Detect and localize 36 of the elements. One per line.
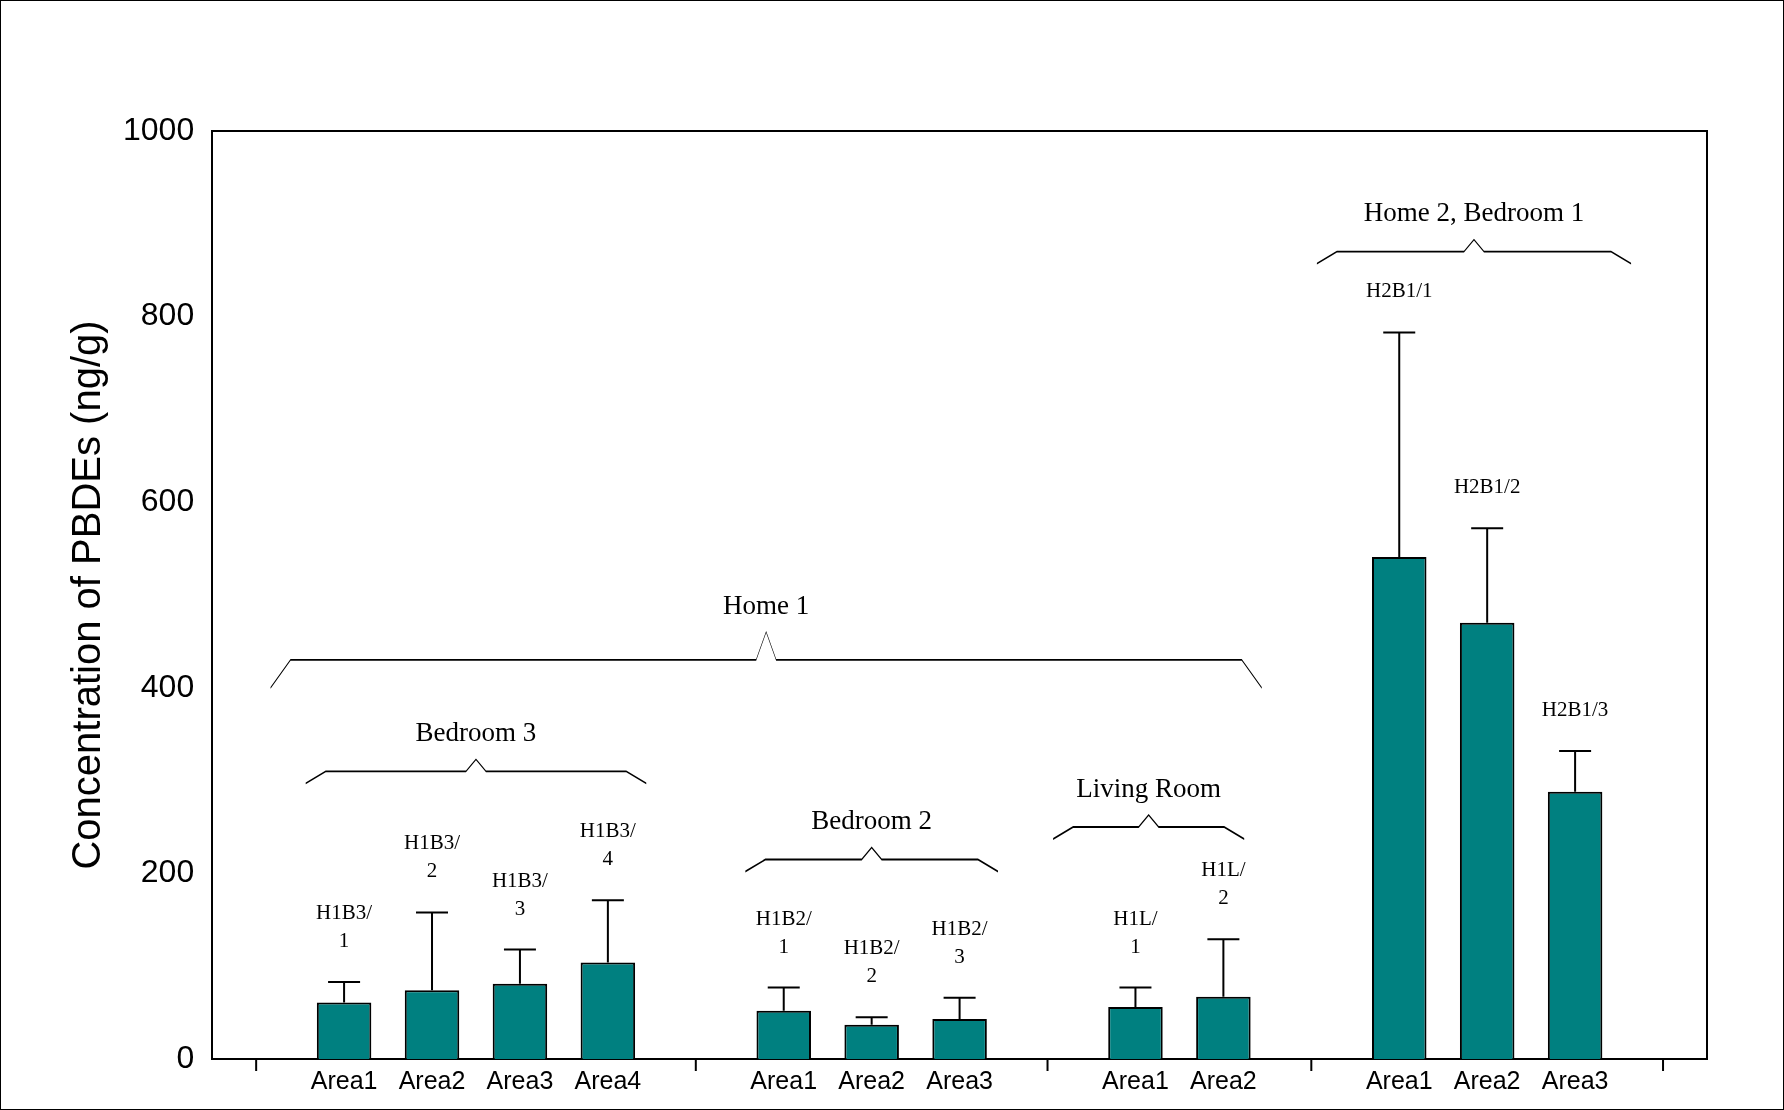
x-tick-label: Area2 xyxy=(838,1065,906,1094)
annotation: Living Room xyxy=(1076,772,1222,803)
x-tick-label: Area1 xyxy=(750,1065,818,1094)
annotation: Home 1 xyxy=(723,589,810,620)
x-tick-label: Area1 xyxy=(1102,1065,1169,1094)
annotation: Home 2, Bedroom 1 xyxy=(1363,197,1585,228)
annotation: H1L/ 1 xyxy=(1113,905,1158,958)
x-tick-label: Area3 xyxy=(926,1065,993,1094)
annotation: H1B3/ 1 xyxy=(316,899,373,952)
x-tick-label: Area2 xyxy=(1190,1065,1257,1094)
y-tick-label: 800 xyxy=(140,296,195,333)
annotation: H1B3/ 4 xyxy=(579,818,637,871)
annotation: H2B1/3 xyxy=(1541,696,1609,721)
annotation: H2B1/2 xyxy=(1453,474,1521,499)
y-tick-label: 600 xyxy=(140,482,195,519)
x-tick-label: Area3 xyxy=(486,1065,554,1094)
annotation: H1B2/ 2 xyxy=(843,935,900,988)
y-tick-label: 400 xyxy=(140,667,195,704)
y-tick-label: 0 xyxy=(176,1038,195,1075)
x-tick-label: Area3 xyxy=(1541,1065,1609,1094)
y-tick-label: 200 xyxy=(140,853,195,890)
annotation: H2B1/1 xyxy=(1365,278,1433,303)
annotation: Bedroom 3 xyxy=(415,716,537,747)
x-tick-label: Area2 xyxy=(1453,1065,1521,1094)
y-tick-label: 1000 xyxy=(123,110,195,147)
x-tick-label: Area4 xyxy=(574,1065,642,1094)
annotation: H1L/ 2 xyxy=(1201,857,1246,910)
annotation: H1B2/ 1 xyxy=(755,905,812,958)
x-tick-label: Area2 xyxy=(398,1065,466,1094)
x-tick-label: Area1 xyxy=(310,1065,378,1094)
annotation: H1B3/ 3 xyxy=(491,867,549,920)
annotation: H1B2/ 3 xyxy=(931,915,988,968)
x-tick-label: Area1 xyxy=(1365,1065,1433,1094)
annotation: Bedroom 2 xyxy=(811,805,933,836)
annotation: H1B3/ 2 xyxy=(404,830,461,883)
y-axis-title: Concentration of PBDEs (ng/g) xyxy=(64,320,109,870)
